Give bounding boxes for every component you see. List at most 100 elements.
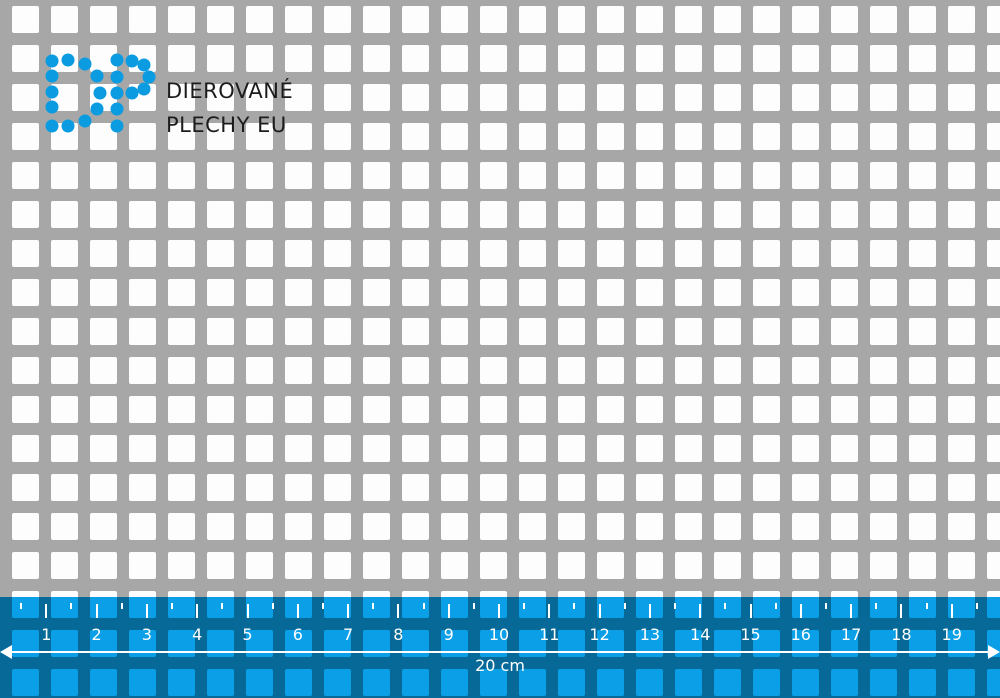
hole bbox=[168, 162, 195, 189]
hole bbox=[519, 240, 546, 267]
hole bbox=[207, 240, 234, 267]
hole bbox=[519, 513, 546, 540]
hole bbox=[12, 123, 39, 150]
hole bbox=[207, 396, 234, 423]
hole bbox=[675, 45, 702, 72]
hole bbox=[441, 396, 468, 423]
hole bbox=[753, 6, 780, 33]
hole bbox=[753, 318, 780, 345]
hole bbox=[168, 474, 195, 501]
hole bbox=[558, 552, 585, 579]
hole bbox=[207, 513, 234, 540]
hole bbox=[558, 123, 585, 150]
hole bbox=[168, 240, 195, 267]
hole bbox=[51, 318, 78, 345]
hole bbox=[129, 240, 156, 267]
hole bbox=[480, 435, 507, 462]
hole bbox=[753, 123, 780, 150]
hole bbox=[597, 162, 624, 189]
hole bbox=[753, 279, 780, 306]
hole bbox=[90, 318, 117, 345]
half-cm-tick bbox=[824, 603, 827, 609]
hole bbox=[792, 279, 819, 306]
hole bbox=[324, 435, 351, 462]
hole bbox=[909, 201, 936, 228]
hole bbox=[12, 318, 39, 345]
hole bbox=[441, 84, 468, 111]
hole bbox=[324, 357, 351, 384]
hole bbox=[441, 513, 468, 540]
logo-dot bbox=[90, 102, 104, 116]
hole bbox=[51, 240, 78, 267]
hole bbox=[558, 201, 585, 228]
hole bbox=[51, 6, 78, 33]
hole bbox=[402, 201, 429, 228]
hole bbox=[246, 84, 273, 111]
hole bbox=[597, 552, 624, 579]
hole bbox=[714, 279, 741, 306]
hole bbox=[714, 201, 741, 228]
hole bbox=[480, 396, 507, 423]
cm-label: 5 bbox=[242, 625, 253, 644]
cm-label: 13 bbox=[639, 625, 661, 644]
hole bbox=[948, 513, 975, 540]
hole bbox=[51, 279, 78, 306]
hole bbox=[285, 552, 312, 579]
cm-label: 17 bbox=[840, 625, 862, 644]
hole bbox=[363, 357, 390, 384]
half-cm-tick bbox=[623, 603, 626, 609]
hole bbox=[402, 513, 429, 540]
cm-tick bbox=[347, 604, 350, 618]
hole bbox=[987, 435, 1000, 462]
hole bbox=[168, 318, 195, 345]
hole bbox=[207, 162, 234, 189]
hole bbox=[129, 513, 156, 540]
hole bbox=[558, 357, 585, 384]
dp-logo bbox=[45, 53, 156, 133]
hole bbox=[870, 435, 897, 462]
hole bbox=[675, 474, 702, 501]
hole bbox=[246, 357, 273, 384]
hole bbox=[597, 357, 624, 384]
hole bbox=[948, 396, 975, 423]
hole bbox=[402, 279, 429, 306]
hole bbox=[948, 123, 975, 150]
hole bbox=[129, 123, 156, 150]
hole bbox=[519, 123, 546, 150]
hole bbox=[597, 474, 624, 501]
hole bbox=[948, 162, 975, 189]
hole bbox=[90, 201, 117, 228]
hole bbox=[792, 552, 819, 579]
hole bbox=[792, 123, 819, 150]
hole bbox=[636, 123, 663, 150]
logo-dot bbox=[137, 58, 151, 72]
half-cm-tick bbox=[422, 603, 425, 609]
hole bbox=[363, 84, 390, 111]
hole bbox=[519, 318, 546, 345]
hole bbox=[636, 6, 663, 33]
hole bbox=[519, 162, 546, 189]
half-cm-tick bbox=[271, 603, 274, 609]
hole bbox=[675, 201, 702, 228]
hole bbox=[909, 552, 936, 579]
cm-label: 4 bbox=[192, 625, 203, 644]
hole bbox=[909, 396, 936, 423]
hole bbox=[363, 474, 390, 501]
logo-dot bbox=[125, 86, 139, 100]
hole bbox=[324, 123, 351, 150]
hole bbox=[909, 318, 936, 345]
hole bbox=[90, 513, 117, 540]
hole bbox=[714, 84, 741, 111]
cm-label: 19 bbox=[941, 625, 962, 644]
hole bbox=[324, 513, 351, 540]
hole bbox=[597, 84, 624, 111]
hole bbox=[246, 513, 273, 540]
hole bbox=[519, 357, 546, 384]
hole bbox=[714, 162, 741, 189]
hole bbox=[636, 45, 663, 72]
hole bbox=[987, 552, 1000, 579]
hole bbox=[792, 45, 819, 72]
hole bbox=[597, 396, 624, 423]
hole bbox=[909, 357, 936, 384]
hole bbox=[324, 396, 351, 423]
